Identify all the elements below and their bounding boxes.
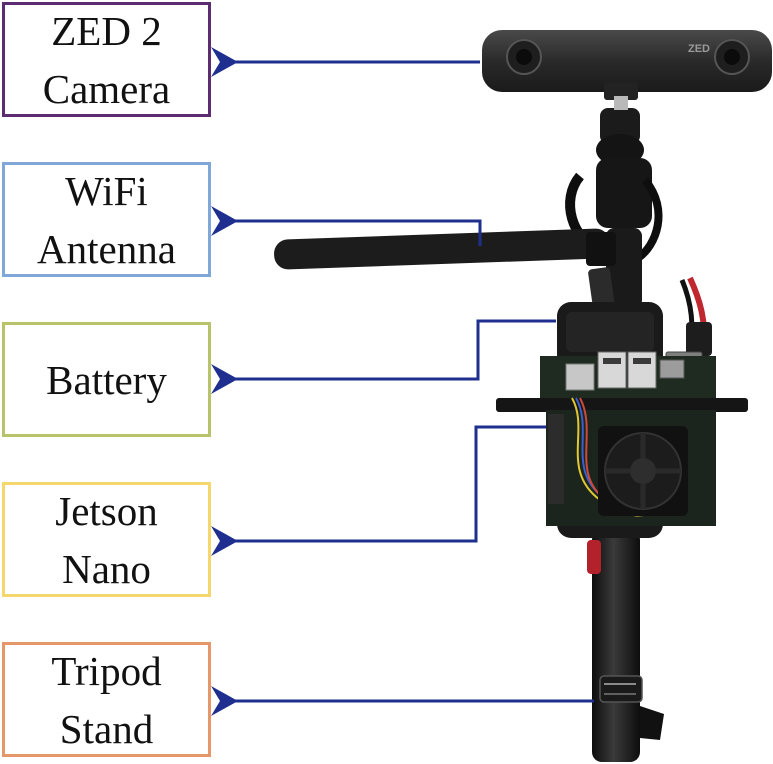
- label-jetson-nano: Jetson Nano: [2, 482, 211, 597]
- label-jetson-nano-line-2: Nano: [62, 545, 151, 592]
- zed-camera-badge: ZED: [688, 43, 710, 55]
- tripod-pole: [587, 530, 664, 762]
- arrow-wifi-antenna: [211, 206, 482, 246]
- label-battery-line-1: Battery: [46, 356, 167, 403]
- label-battery: Battery: [2, 322, 211, 437]
- label-jetson-nano-line-1: Jetson: [55, 487, 158, 534]
- wifi-antenna: [274, 228, 616, 270]
- label-wifi-antenna: WiFi Antenna: [2, 162, 211, 277]
- label-tripod-stand: Tripod Stand: [2, 642, 211, 757]
- label-zed-camera-line-2: Camera: [42, 65, 171, 112]
- label-zed-camera-line-1: ZED 2: [51, 7, 162, 54]
- label-tripod-stand-line-1: Tripod: [51, 647, 162, 694]
- label-wifi-antenna-line-1: WiFi: [65, 167, 148, 214]
- arrow-jetson-nano: [211, 425, 546, 556]
- arrows: [211, 47, 594, 716]
- mount-clamp: [565, 108, 663, 333]
- zed-camera: ZED: [482, 30, 772, 110]
- cooling-fan: [598, 426, 688, 516]
- label-zed-camera: ZED 2 Camera: [2, 2, 211, 117]
- label-tripod-stand-line-2: Stand: [59, 705, 154, 752]
- label-wifi-antenna-line-2: Antenna: [37, 225, 176, 272]
- arrow-battery: [211, 319, 556, 394]
